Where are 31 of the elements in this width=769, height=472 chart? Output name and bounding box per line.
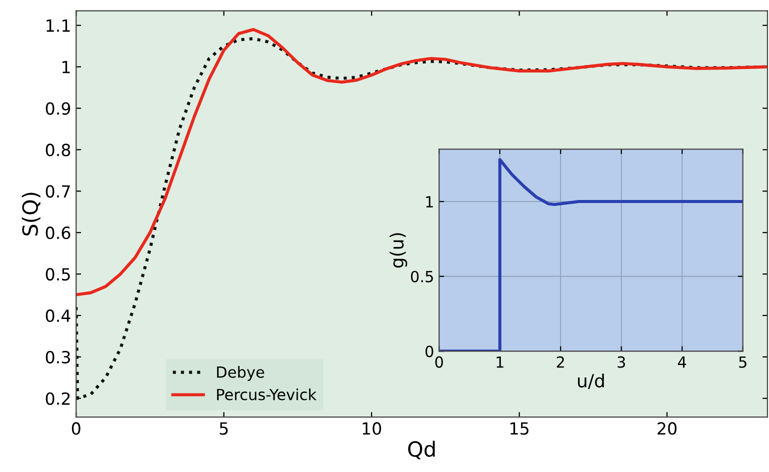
x-tick-label: 10 [362, 422, 382, 435]
x-tick-label: 5 [739, 356, 746, 368]
x-tick-label: 0 [72, 422, 80, 435]
y-tick-label: 0.5 [46, 268, 70, 281]
x-tick-label: 4 [678, 356, 686, 368]
y-axis-title: g(u) [390, 233, 408, 268]
y-tick-label: 0.8 [46, 144, 70, 156]
y-tick-label: 1 [426, 196, 433, 208]
y-tick-label: 0.2 [46, 392, 70, 405]
x-tick-label: 0 [435, 356, 443, 368]
x-axis-title: u/d [578, 374, 604, 389]
x-tick-label: 1 [496, 356, 504, 368]
x-tick-label: 15 [510, 422, 528, 435]
line-series [76, 28, 768, 296]
legend-label: Percus-Yevick [217, 388, 317, 400]
y-tick-label: 0.5 [410, 270, 433, 282]
y-tick-label: 0.3 [46, 350, 70, 364]
x-axis-title: Qd [408, 440, 435, 460]
y-tick-label: 1.1 [46, 20, 70, 32]
y-tick-label: 1 [62, 60, 70, 74]
y-tick-label: 0.6 [46, 226, 70, 240]
y-tick-label: 0.9 [46, 102, 70, 115]
legend-label: Debye [217, 366, 264, 381]
x-tick-label: 2 [556, 356, 564, 368]
y-tick-label: 0.4 [46, 309, 70, 322]
x-tick-label: 3 [618, 356, 625, 368]
y-tick-label: 0 [426, 346, 434, 358]
y-axis-title: S(Q) [22, 192, 40, 236]
x-tick-label: 5 [220, 422, 228, 435]
x-tick-label: 20 [658, 422, 677, 435]
y-tick-label: 0.7 [46, 185, 70, 198]
